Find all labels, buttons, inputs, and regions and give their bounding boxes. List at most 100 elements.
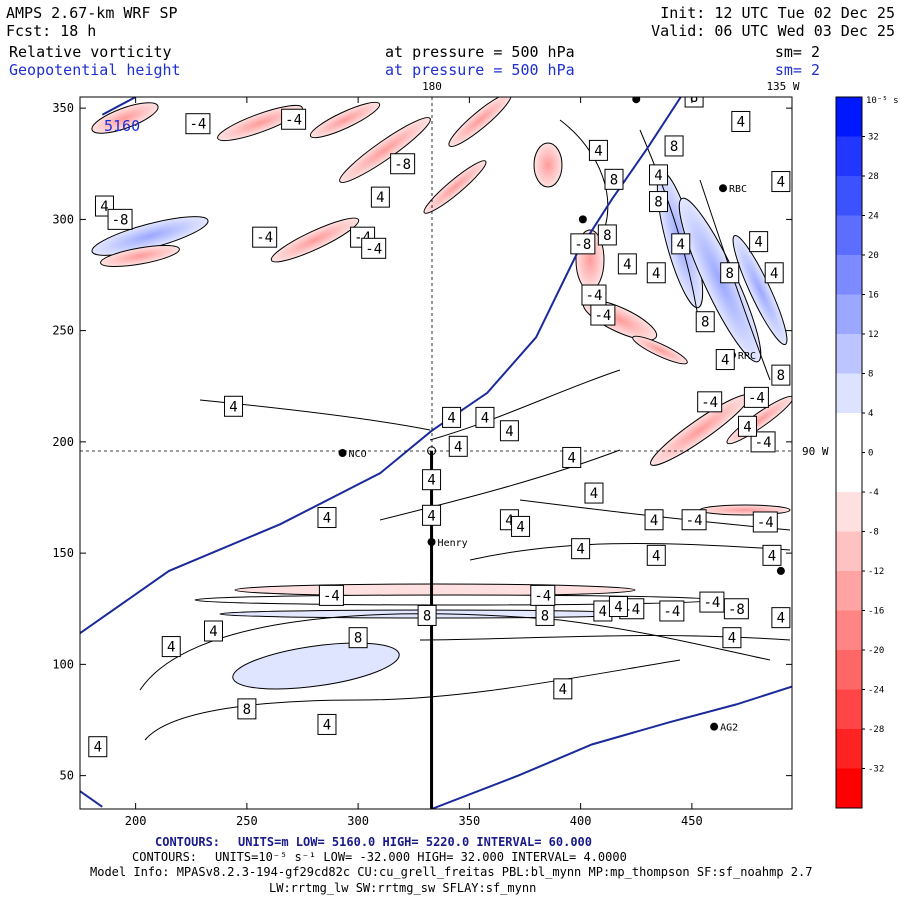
contour-label-box (590, 304, 616, 326)
contour-label: 8 (597, 224, 617, 246)
contour-label: -8 (570, 233, 596, 255)
contour-label: 4 (161, 636, 181, 658)
contour-label-text: 8 (603, 228, 611, 244)
init-time: Init: 12 UTC Tue 02 Dec 25 (660, 4, 895, 22)
contour-label: 4 (448, 435, 468, 457)
contour-label-box (671, 233, 691, 255)
contour-label-text: 4 (599, 604, 607, 620)
contour-label-box (764, 262, 784, 284)
contour-label: 4 (762, 544, 782, 566)
contour-label: 8 (684, 97, 704, 108)
contour-label: 4 (722, 627, 742, 649)
contour-label-box (695, 311, 715, 333)
contour-label-text: 4 (650, 513, 658, 529)
contour-label-box (697, 391, 723, 413)
contour-label-text: 4 (777, 175, 785, 191)
contour-label-text: 8 (654, 195, 662, 211)
contour-label-box (422, 469, 442, 491)
contour-label-text: 8 (725, 266, 733, 282)
y-tick-label: 250 (52, 324, 74, 338)
contour-label: -4 (752, 511, 778, 533)
contour-label-box (237, 698, 257, 720)
contour-label-text: 4 (94, 740, 102, 756)
contour-label-box (88, 736, 108, 758)
contour-label-text: -4 (256, 230, 273, 246)
contour-label-box (597, 224, 617, 246)
footer-physics-info: LW:rrtmg_lw SW:rrtmg_sw SFLAY:sf_mynn (269, 881, 536, 895)
contour-label-text: 4 (728, 631, 736, 647)
contour-label: 4 (617, 253, 637, 275)
colorbar-segment (836, 571, 862, 611)
colorbar-tick-label: 28 (868, 172, 879, 182)
contour-label-text: 4 (654, 168, 662, 184)
contour-label-box (281, 108, 307, 130)
contour-label: -4 (697, 391, 723, 413)
contour-label-text: 4 (568, 450, 576, 466)
x-tick-label: 300 (347, 814, 369, 828)
contour-label-text: 4 (481, 410, 489, 426)
contour-label-text: 4 (229, 399, 237, 415)
contour-label-text: 4 (447, 410, 455, 426)
colorbar-tick-label: 0 (868, 449, 873, 459)
contour-label: 4 (588, 139, 608, 161)
contour-label: 4 (738, 415, 757, 437)
field2-name: Geopotential height (9, 61, 181, 79)
contour-label-box (762, 544, 782, 566)
contour-label: 4 (771, 607, 791, 629)
colorbar-segment (836, 610, 862, 651)
contour-label-text: 4 (576, 542, 584, 558)
station-marker (776, 566, 785, 575)
contour-label-text: 4 (652, 266, 660, 282)
contour-label-text: -4 (686, 513, 703, 529)
contour-label-text: -4 (757, 515, 774, 531)
colorbar-tick-label: 8 (868, 370, 873, 380)
y-tick-label: 50 (60, 769, 74, 783)
contour-label-text: 8 (541, 608, 549, 624)
contour-label-text: 4 (505, 513, 513, 529)
contour-label-text: -4 (748, 390, 765, 406)
contour-label: 4 (764, 262, 784, 284)
contour-label-text: 4 (505, 424, 513, 440)
x-tick-label: 250 (236, 814, 258, 828)
station-marker (578, 215, 587, 224)
height-contours (80, 97, 792, 809)
contour-label: -4 (361, 237, 387, 259)
contour-label-box (475, 406, 495, 428)
contour-label-text: 8 (354, 631, 362, 647)
contour-label-text: 8 (243, 702, 251, 718)
contour-label-box (646, 544, 666, 566)
contour-label: 4 (671, 233, 691, 255)
contour-label-box (422, 504, 442, 526)
contour-label: 4 (317, 713, 337, 735)
contour-label-text: -4 (701, 395, 718, 411)
contour-label-text: 4 (559, 682, 567, 698)
y-tick-label: 100 (52, 657, 74, 671)
contour-label-text: 4 (677, 237, 685, 253)
field2-level: at pressure = 500 hPa (385, 61, 575, 79)
contour-label: -4 (743, 386, 769, 408)
colorbar-segment (836, 729, 862, 769)
contour-label: -4 (252, 226, 278, 248)
colorbar-tick-label: 12 (868, 330, 879, 340)
contour-label-box (771, 171, 791, 193)
contour-label-box (499, 420, 519, 442)
contour-label-box (664, 135, 684, 157)
contour-label-box (617, 253, 637, 275)
contour-label: -8 (107, 208, 133, 230)
contour-label-text: -4 (189, 117, 206, 133)
contour-label-box (370, 186, 390, 208)
contour-label-box (317, 507, 337, 529)
contour-label-box (204, 620, 223, 642)
y-tick-label: 200 (52, 435, 74, 449)
field1-name: Relative vorticity (9, 43, 172, 61)
colorbar-segment (836, 176, 862, 216)
vorticity-contours (139, 119, 791, 741)
lon-180-label: 180 (422, 80, 442, 93)
contour-label-box (738, 415, 757, 437)
stations: NCO Henry AG2 RRC RBC (338, 97, 785, 734)
contour-label-text: 4 (427, 508, 435, 524)
colorbar-segment (836, 136, 862, 177)
contour-label: 4 (553, 678, 573, 700)
contour-label: 8 (771, 364, 791, 386)
